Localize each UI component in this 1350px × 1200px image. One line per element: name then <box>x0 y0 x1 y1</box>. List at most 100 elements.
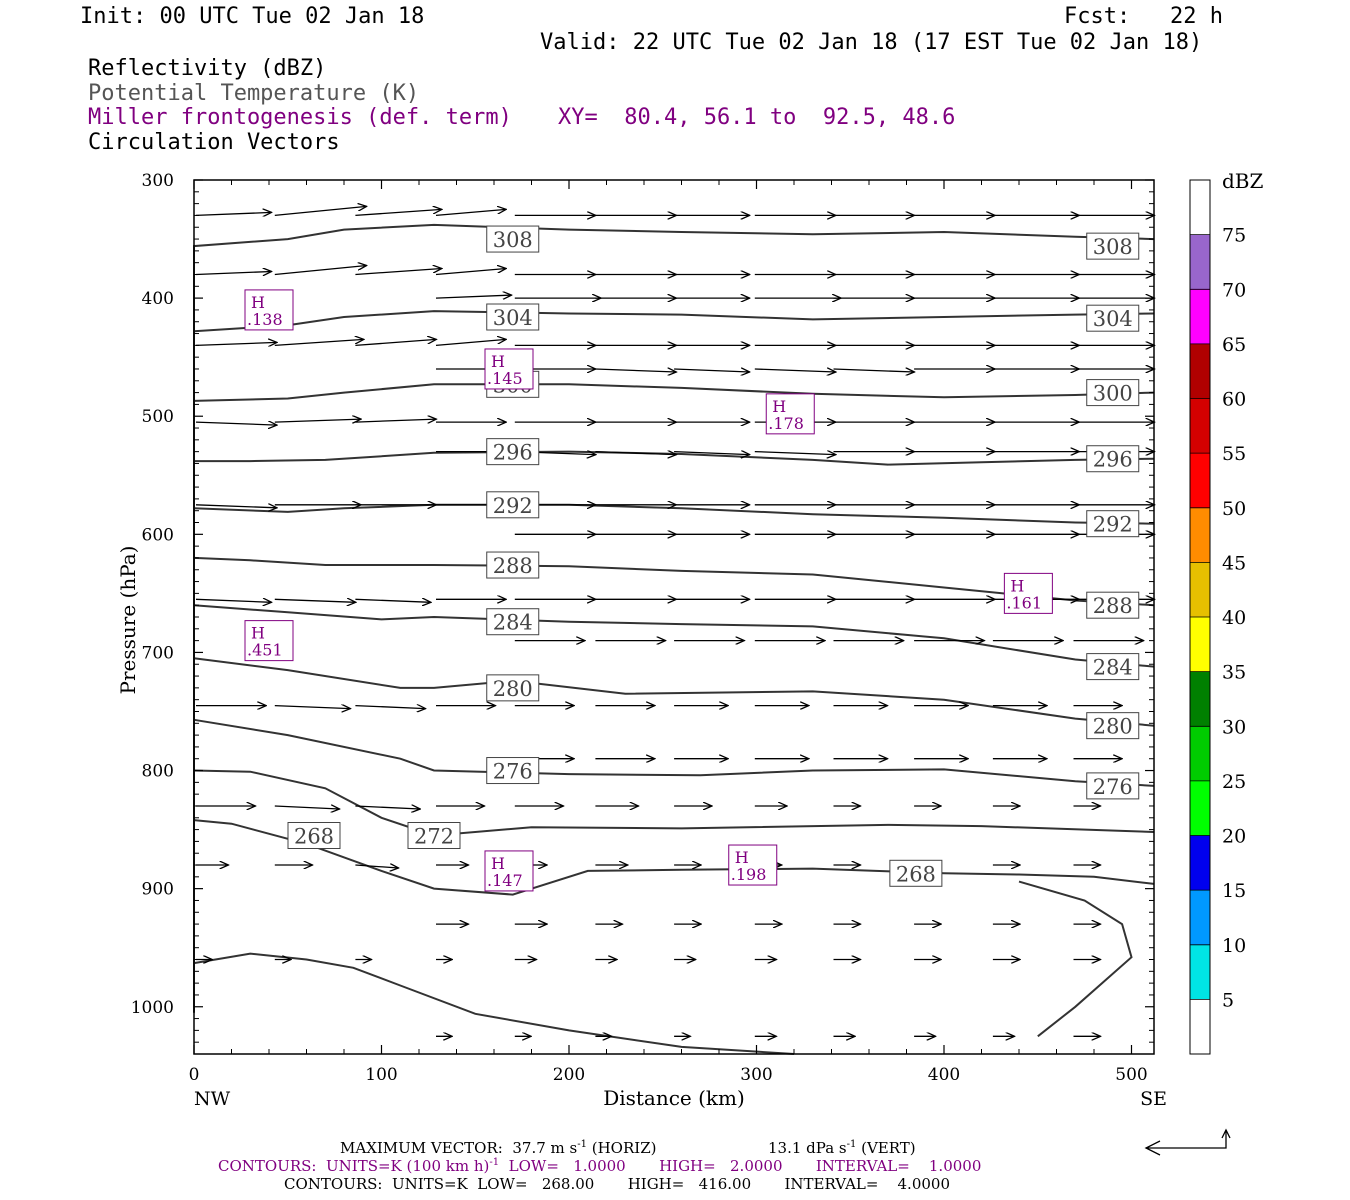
colorbar-unit: dBZ <box>1222 169 1264 193</box>
theta-label-box <box>889 859 943 887</box>
circulation-vector <box>754 369 836 372</box>
circulation-vector <box>355 339 436 347</box>
max-vector-vert-exponent: -1 <box>846 1139 857 1150</box>
theta-label-box <box>486 757 540 785</box>
theta-contour-280 <box>193 657 1155 727</box>
colorbar-segment <box>1190 890 1210 945</box>
theta-label-box <box>486 551 540 579</box>
contours-frontogenesis-exponent: -1 <box>489 1157 500 1168</box>
frontogenesis-max-label: H <box>772 397 786 416</box>
theta-contour-unlabeled <box>193 952 795 1055</box>
circulation-vector <box>274 599 356 602</box>
field-potential-temperature: Potential Temperature (K) <box>88 81 420 106</box>
circulation-vector <box>274 339 364 347</box>
theta-label: 280 <box>493 677 533 701</box>
x-end-label-se: SE <box>1140 1088 1167 1110</box>
y-tick-label: 900 <box>142 880 174 900</box>
theta-contour-300 <box>193 383 1155 402</box>
colorbar-segment <box>1190 507 1210 563</box>
theta-label-box <box>1086 591 1140 619</box>
colorbar-level-label: 45 <box>1222 552 1246 574</box>
colorbar-segment <box>1190 780 1210 836</box>
theta-label-box <box>1086 510 1140 538</box>
theta-label: 272 <box>414 825 454 849</box>
colorbar-level-label: 60 <box>1222 389 1246 411</box>
colorbar-level-label: 55 <box>1222 443 1246 465</box>
contours-frontogenesis-info: CONTOURS: UNITS=K (100 km h)-1 LOW= 1.00… <box>218 1158 981 1174</box>
frontogenesis-max-value: .451 <box>247 641 283 660</box>
colorbar-segment <box>1190 398 1210 454</box>
colorbar-segment <box>1190 180 1210 235</box>
theta-label-box <box>1086 712 1140 740</box>
colorbar-segment <box>1190 562 1210 617</box>
theta-label: 296 <box>493 441 533 465</box>
colorbar-segment <box>1190 617 1210 672</box>
frontogenesis-max-box <box>728 844 778 886</box>
max-vector-horiz-tag: (HORIZ) <box>586 1139 657 1157</box>
colorbar-level-label: 75 <box>1222 225 1246 247</box>
y-tick-label: 700 <box>142 643 174 663</box>
x-tick-label: 300 <box>740 1065 772 1085</box>
field-frontogenesis: Miller frontogenesis (def. term) <box>88 105 512 130</box>
circulation-vector <box>435 339 506 347</box>
frontogenesis-max-value: .161 <box>1006 593 1042 612</box>
frontogenesis-max-label: H <box>251 624 265 643</box>
y-tick-label: 400 <box>142 289 174 309</box>
theta-label-box <box>486 608 540 636</box>
circulation-vector <box>274 419 361 422</box>
contours-frontogenesis-range: LOW= 1.0000 HIGH= 2.0000 INTERVAL= 1.000… <box>499 1157 982 1175</box>
x-tick-label: 200 <box>553 1065 585 1085</box>
dbz-colorbar: 5 10 15 20 25 30 35 40 45 50 55 60 65 70 75 <box>1189 179 1246 1055</box>
colorbar-level-label: 40 <box>1222 607 1246 629</box>
circulation-vector <box>195 342 277 345</box>
colorbar-level-label: 20 <box>1222 826 1246 848</box>
frontogenesis-max-box <box>484 850 534 892</box>
circulation-vector <box>274 706 351 709</box>
circulation-vector <box>195 272 272 275</box>
theta-contour-284 <box>193 604 1155 668</box>
theta-label: 280 <box>1093 715 1133 739</box>
cross-section-endpoints: XY= 80.4, 56.1 to 92.5, 48.6 <box>558 105 956 130</box>
axes: 300 400 500 600 700 800 900 1000 0 100 200 300 400 50… <box>131 171 1154 1085</box>
circulation-vector <box>355 269 441 276</box>
circulation-vector <box>754 452 836 455</box>
theta-label-box <box>486 225 540 253</box>
colorbar-segment <box>1190 289 1210 344</box>
theta-label-box <box>1086 772 1140 800</box>
theta-label: 292 <box>1093 513 1133 537</box>
frontogenesis-max-box <box>484 348 534 390</box>
theta-contour-unlabeled <box>1018 880 1133 1038</box>
circulation-vector <box>355 865 398 868</box>
theta-label-box <box>1086 304 1140 332</box>
theta-label: 304 <box>1093 307 1133 331</box>
y-tick-label: 300 <box>142 171 174 191</box>
circulation-vector <box>355 706 425 709</box>
contours-frontogenesis-units: CONTOURS: UNITS=K (100 km h) <box>218 1157 490 1175</box>
frontogenesis-max-label: H <box>1010 576 1024 595</box>
theta-label: 276 <box>493 760 533 784</box>
frontogenesis-max-value: .138 <box>247 310 283 329</box>
theta-contour-labels: 3083083043043003002962962922922882882842… <box>287 225 1140 887</box>
theta-contour-276 <box>193 718 1155 787</box>
circulation-vector <box>195 212 272 215</box>
circulation-vector <box>195 599 272 602</box>
circulation-vector <box>274 206 367 217</box>
circulation-vector <box>833 369 915 372</box>
theta-label-box <box>486 438 540 466</box>
field-circulation-vectors: Circulation Vectors <box>88 130 340 155</box>
x-tick-label: 100 <box>365 1065 397 1085</box>
colorbar-segment <box>1190 671 1210 727</box>
circulation-vector <box>355 806 420 809</box>
colorbar-level-label: 5 <box>1222 989 1234 1011</box>
theta-label: 304 <box>493 306 533 330</box>
colorbar-segment <box>1190 453 1210 508</box>
frontogenesis-max-box <box>244 289 294 331</box>
theta-label: 284 <box>1093 656 1133 680</box>
theta-label: 292 <box>493 494 533 518</box>
colorbar-segment <box>1190 944 1210 1000</box>
colorbar-level-label: 10 <box>1222 935 1246 957</box>
circulation-vector <box>274 806 340 809</box>
forecast-hour: Fcst: 22 h <box>1064 4 1223 29</box>
